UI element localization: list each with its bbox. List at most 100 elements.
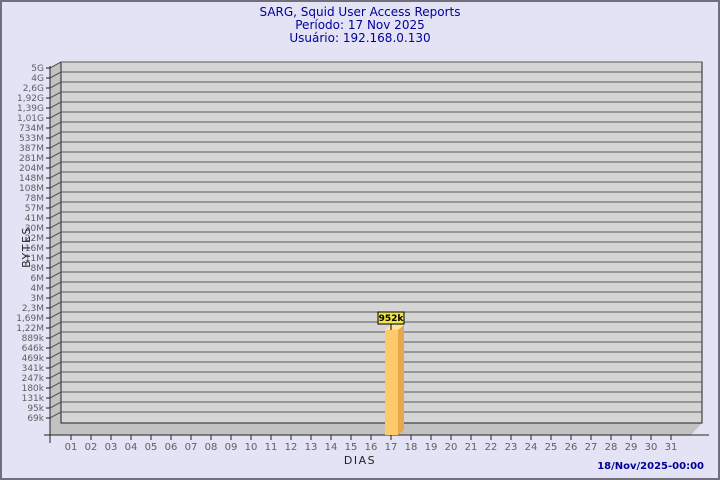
wall-gridline: [49, 91, 62, 99]
y-tick-label: 2,3M: [22, 304, 44, 314]
y-tick-label: 41M: [25, 214, 44, 224]
wall-gridline: [49, 111, 62, 119]
y-tick-label: 204M: [19, 164, 44, 174]
wall-gridline: [49, 151, 62, 159]
wall-gridline: [49, 141, 62, 149]
y-tick-label: 341k: [22, 364, 45, 374]
x-tick-label: 08: [205, 442, 218, 453]
x-tick-label: 20: [445, 442, 458, 453]
wall-gridline: [49, 131, 62, 139]
y-tick-label: 95k: [27, 404, 44, 414]
x-tick-label: 03: [105, 442, 118, 453]
x-tick-label: 15: [345, 442, 358, 453]
y-tick-label: 469k: [22, 354, 45, 364]
x-tick-label: 24: [525, 442, 538, 453]
wall-gridline: [49, 181, 62, 189]
y-tick-label: 57M: [25, 204, 44, 214]
x-tick-label: 28: [605, 442, 618, 453]
bar: [385, 330, 398, 435]
chart-title: SARG, Squid User Access Reports: [259, 5, 461, 19]
x-tick-label: 25: [545, 442, 558, 453]
x-tick-label: 29: [625, 442, 638, 453]
wall-gridline: [49, 311, 62, 319]
chart-period: Período: 17 Nov 2025: [295, 18, 425, 32]
x-tick-label: 27: [585, 442, 598, 453]
x-axis-title: DIAS: [343, 454, 377, 467]
bar-side: [398, 325, 404, 435]
y-tick-label: 2,6G: [23, 84, 44, 94]
x-tick-label: 16: [365, 442, 378, 453]
x-tick-label: 17: [385, 442, 398, 453]
x-tick-label: 11: [265, 442, 278, 453]
y-tick-label: 8M: [31, 264, 45, 274]
y-tick-label: 4M: [31, 284, 45, 294]
y-tick-label: 1,39G: [17, 104, 44, 114]
y-tick-label: 108M: [19, 184, 44, 194]
x-tick-label: 26: [565, 442, 578, 453]
wall-gridline: [49, 291, 62, 299]
x-tick-label: 30: [645, 442, 658, 453]
bar-top: [385, 325, 404, 330]
floor: [50, 423, 702, 435]
y-tick-label: 247k: [22, 374, 45, 384]
wall-gridline: [49, 331, 62, 339]
wall-gridline: [49, 261, 62, 269]
x-tick-label: 05: [145, 442, 158, 453]
wall-gridline: [49, 81, 62, 89]
y-tick-label: 11M: [25, 254, 44, 264]
y-tick-label: 131k: [22, 394, 45, 404]
x-tick-label: 18: [405, 442, 418, 453]
wall-gridline: [49, 251, 62, 259]
x-tick-label: 06: [165, 442, 178, 453]
y-tick-label: 5G: [31, 64, 44, 74]
wall-gridline: [49, 281, 62, 289]
wall-gridline: [49, 201, 62, 209]
y-tick-label: 78M: [25, 194, 44, 204]
wall-gridline: [49, 351, 62, 359]
y-tick-label: 22M: [25, 234, 44, 244]
wall-gridline: [49, 241, 62, 249]
wall-gridline: [49, 191, 62, 199]
wall-gridline: [49, 121, 62, 129]
chart-header: SARG, Squid User Access Reports Período:…: [2, 6, 718, 45]
wall-gridline: [49, 221, 62, 229]
y-tick-label: 3M: [31, 294, 45, 304]
wall-gridline: [49, 381, 62, 389]
y-tick-label: 30M: [25, 224, 44, 234]
wall-gridline: [49, 271, 62, 279]
x-tick-label: 09: [225, 442, 238, 453]
wall-gridline: [49, 171, 62, 179]
y-tick-label: 4G: [31, 74, 44, 84]
wall-gridline: [49, 61, 62, 69]
x-tick-label: 04: [125, 442, 138, 453]
y-tick-label: 1,01G: [17, 114, 44, 124]
x-tick-label: 22: [485, 442, 498, 453]
x-tick-label: 02: [85, 442, 98, 453]
y-tick-label: 387M: [19, 144, 44, 154]
y-axis-title: BYTES: [20, 226, 33, 268]
wall-gridline: [49, 71, 62, 79]
y-tick-label: 1,22M: [16, 324, 44, 334]
x-tick-label: 31: [665, 442, 678, 453]
y-tick-label: 180k: [22, 384, 45, 394]
footer-datetime: 18/Nov/2025-00:00: [597, 461, 704, 472]
x-tick-label: 19: [425, 442, 438, 453]
x-tick-label: 01: [65, 442, 78, 453]
x-tick-label: 07: [185, 442, 198, 453]
left-wall: [50, 62, 61, 435]
wall-gridline: [49, 391, 62, 399]
wall-gridline: [49, 371, 62, 379]
wall-gridline: [49, 361, 62, 369]
y-tick-label: 646k: [22, 344, 45, 354]
y-tick-label: 734M: [19, 124, 44, 134]
y-tick-label: 69k: [27, 414, 44, 424]
wall-gridline: [49, 301, 62, 309]
wall-gridline: [49, 411, 62, 419]
y-tick-label: 281M: [19, 154, 44, 164]
x-tick-label: 23: [505, 442, 518, 453]
wall-gridline: [49, 321, 62, 329]
y-tick-label: 6M: [31, 274, 45, 284]
y-tick-label: 1,69M: [16, 314, 44, 324]
